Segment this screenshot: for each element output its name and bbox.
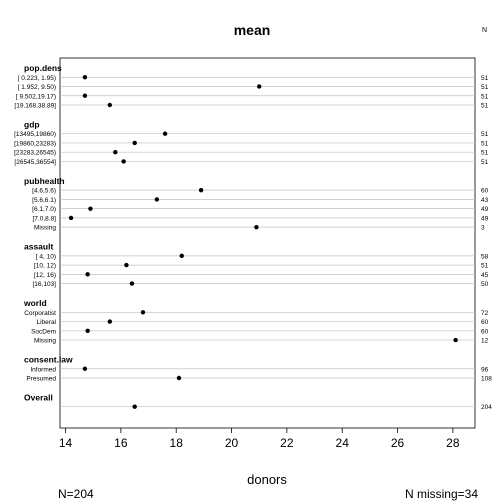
data-point [162, 131, 168, 136]
data-point [85, 328, 90, 333]
group-label: pop.dens [24, 63, 62, 73]
data-point [254, 224, 259, 230]
data-point [121, 159, 126, 164]
row-label: [19.168,38.89] [14, 103, 56, 110]
group-label: world [23, 298, 47, 308]
x-tick-label: 28 [446, 436, 460, 450]
row-label: [16,103] [33, 281, 57, 288]
row-label: [ 4, 10) [36, 253, 56, 260]
row-label: Presumed [26, 376, 56, 383]
x-tick-label: 26 [391, 436, 405, 450]
row-label: [10, 12) [34, 263, 56, 270]
data-point [107, 319, 113, 324]
row-label: Liberal [36, 319, 56, 326]
row-n: 108 [481, 376, 492, 383]
row-n: 51 [481, 93, 489, 100]
row-n: 51 [481, 140, 489, 147]
data-point [85, 272, 90, 277]
x-axis-label: donors [247, 472, 287, 487]
data-point [453, 337, 458, 343]
row-n: 51 [481, 131, 489, 138]
x-tick-label: 18 [170, 436, 184, 450]
row-n: 49 [481, 206, 489, 213]
data-point [129, 281, 135, 286]
row-n: 49 [481, 215, 489, 222]
row-n: 51 [481, 75, 489, 82]
row-label: [13495,19860) [14, 131, 56, 138]
row-n: 60 [481, 319, 489, 326]
row-n: 96 [481, 366, 489, 373]
data-point [176, 375, 182, 381]
row-label: Missing [34, 338, 56, 345]
row-label: [19860,23283) [14, 140, 56, 147]
data-point [132, 404, 137, 409]
x-tick-label: 20 [225, 436, 239, 450]
data-point [82, 75, 88, 80]
row-label: [ 0.223, 1.95) [18, 75, 56, 82]
row-n: 3 [481, 225, 485, 232]
row-n: 51 [481, 84, 489, 91]
footer-n-missing: N missing=34 [404, 487, 478, 501]
row-label: Corporatist [24, 310, 56, 317]
chart-title: mean [233, 22, 271, 38]
row-n: 51 [481, 103, 489, 110]
row-n: 50 [481, 281, 489, 288]
x-tick-label: 22 [280, 436, 294, 450]
row-label: SocDem [31, 328, 56, 335]
row-n: 72 [481, 310, 489, 317]
data-point [132, 140, 137, 146]
row-n: 51 [481, 150, 489, 157]
row-n: 51 [481, 263, 489, 270]
data-point [154, 197, 160, 202]
plot-frame [59, 57, 476, 429]
data-point [257, 84, 262, 89]
data-point [198, 187, 204, 193]
row-label: [26545,36554] [14, 159, 56, 166]
row-n: 12 [481, 338, 489, 345]
row-n: 58 [481, 253, 489, 260]
row-label: [4.6,5.6) [32, 188, 56, 195]
data-point [124, 262, 129, 268]
group-label: Overall [24, 392, 53, 402]
data-point [113, 150, 118, 155]
row-label: [ 9.502,19.17) [16, 93, 56, 100]
row-label: [12, 16) [34, 272, 56, 279]
group-label: assault [24, 242, 53, 252]
data-point [88, 206, 93, 211]
x-tick-label: 16 [114, 436, 128, 450]
row-n: 43 [481, 197, 489, 204]
row-n: 45 [481, 272, 489, 279]
footer-n-total: N=204 [58, 487, 94, 501]
group-label: consent.law [24, 355, 73, 365]
row-label: [7.0,8.8] [33, 215, 57, 222]
n-column-header: N [482, 27, 488, 34]
group-label: gdp [24, 119, 40, 129]
data-point [140, 310, 146, 315]
row-label: Informed [30, 366, 56, 373]
x-tick-label: 14 [59, 436, 73, 450]
row-label: [ 1.952, 9.50) [18, 84, 56, 91]
data-point [82, 93, 88, 98]
row-label: [23283,26545) [14, 150, 56, 157]
group-label: pubhealth [24, 176, 65, 186]
row-n: 51 [481, 159, 489, 166]
data-point [107, 102, 113, 108]
row-n: 60 [481, 188, 489, 195]
row-label: [6.1,7.0) [32, 206, 56, 213]
row-n: 204 [481, 404, 492, 411]
data-point [82, 366, 88, 371]
x-tick-label: 24 [336, 436, 350, 450]
row-n: 60 [481, 328, 489, 335]
row-label: Missing [34, 225, 56, 232]
data-point [179, 253, 184, 259]
data-point [68, 215, 74, 221]
row-label: [5.6,6.1) [32, 197, 56, 204]
